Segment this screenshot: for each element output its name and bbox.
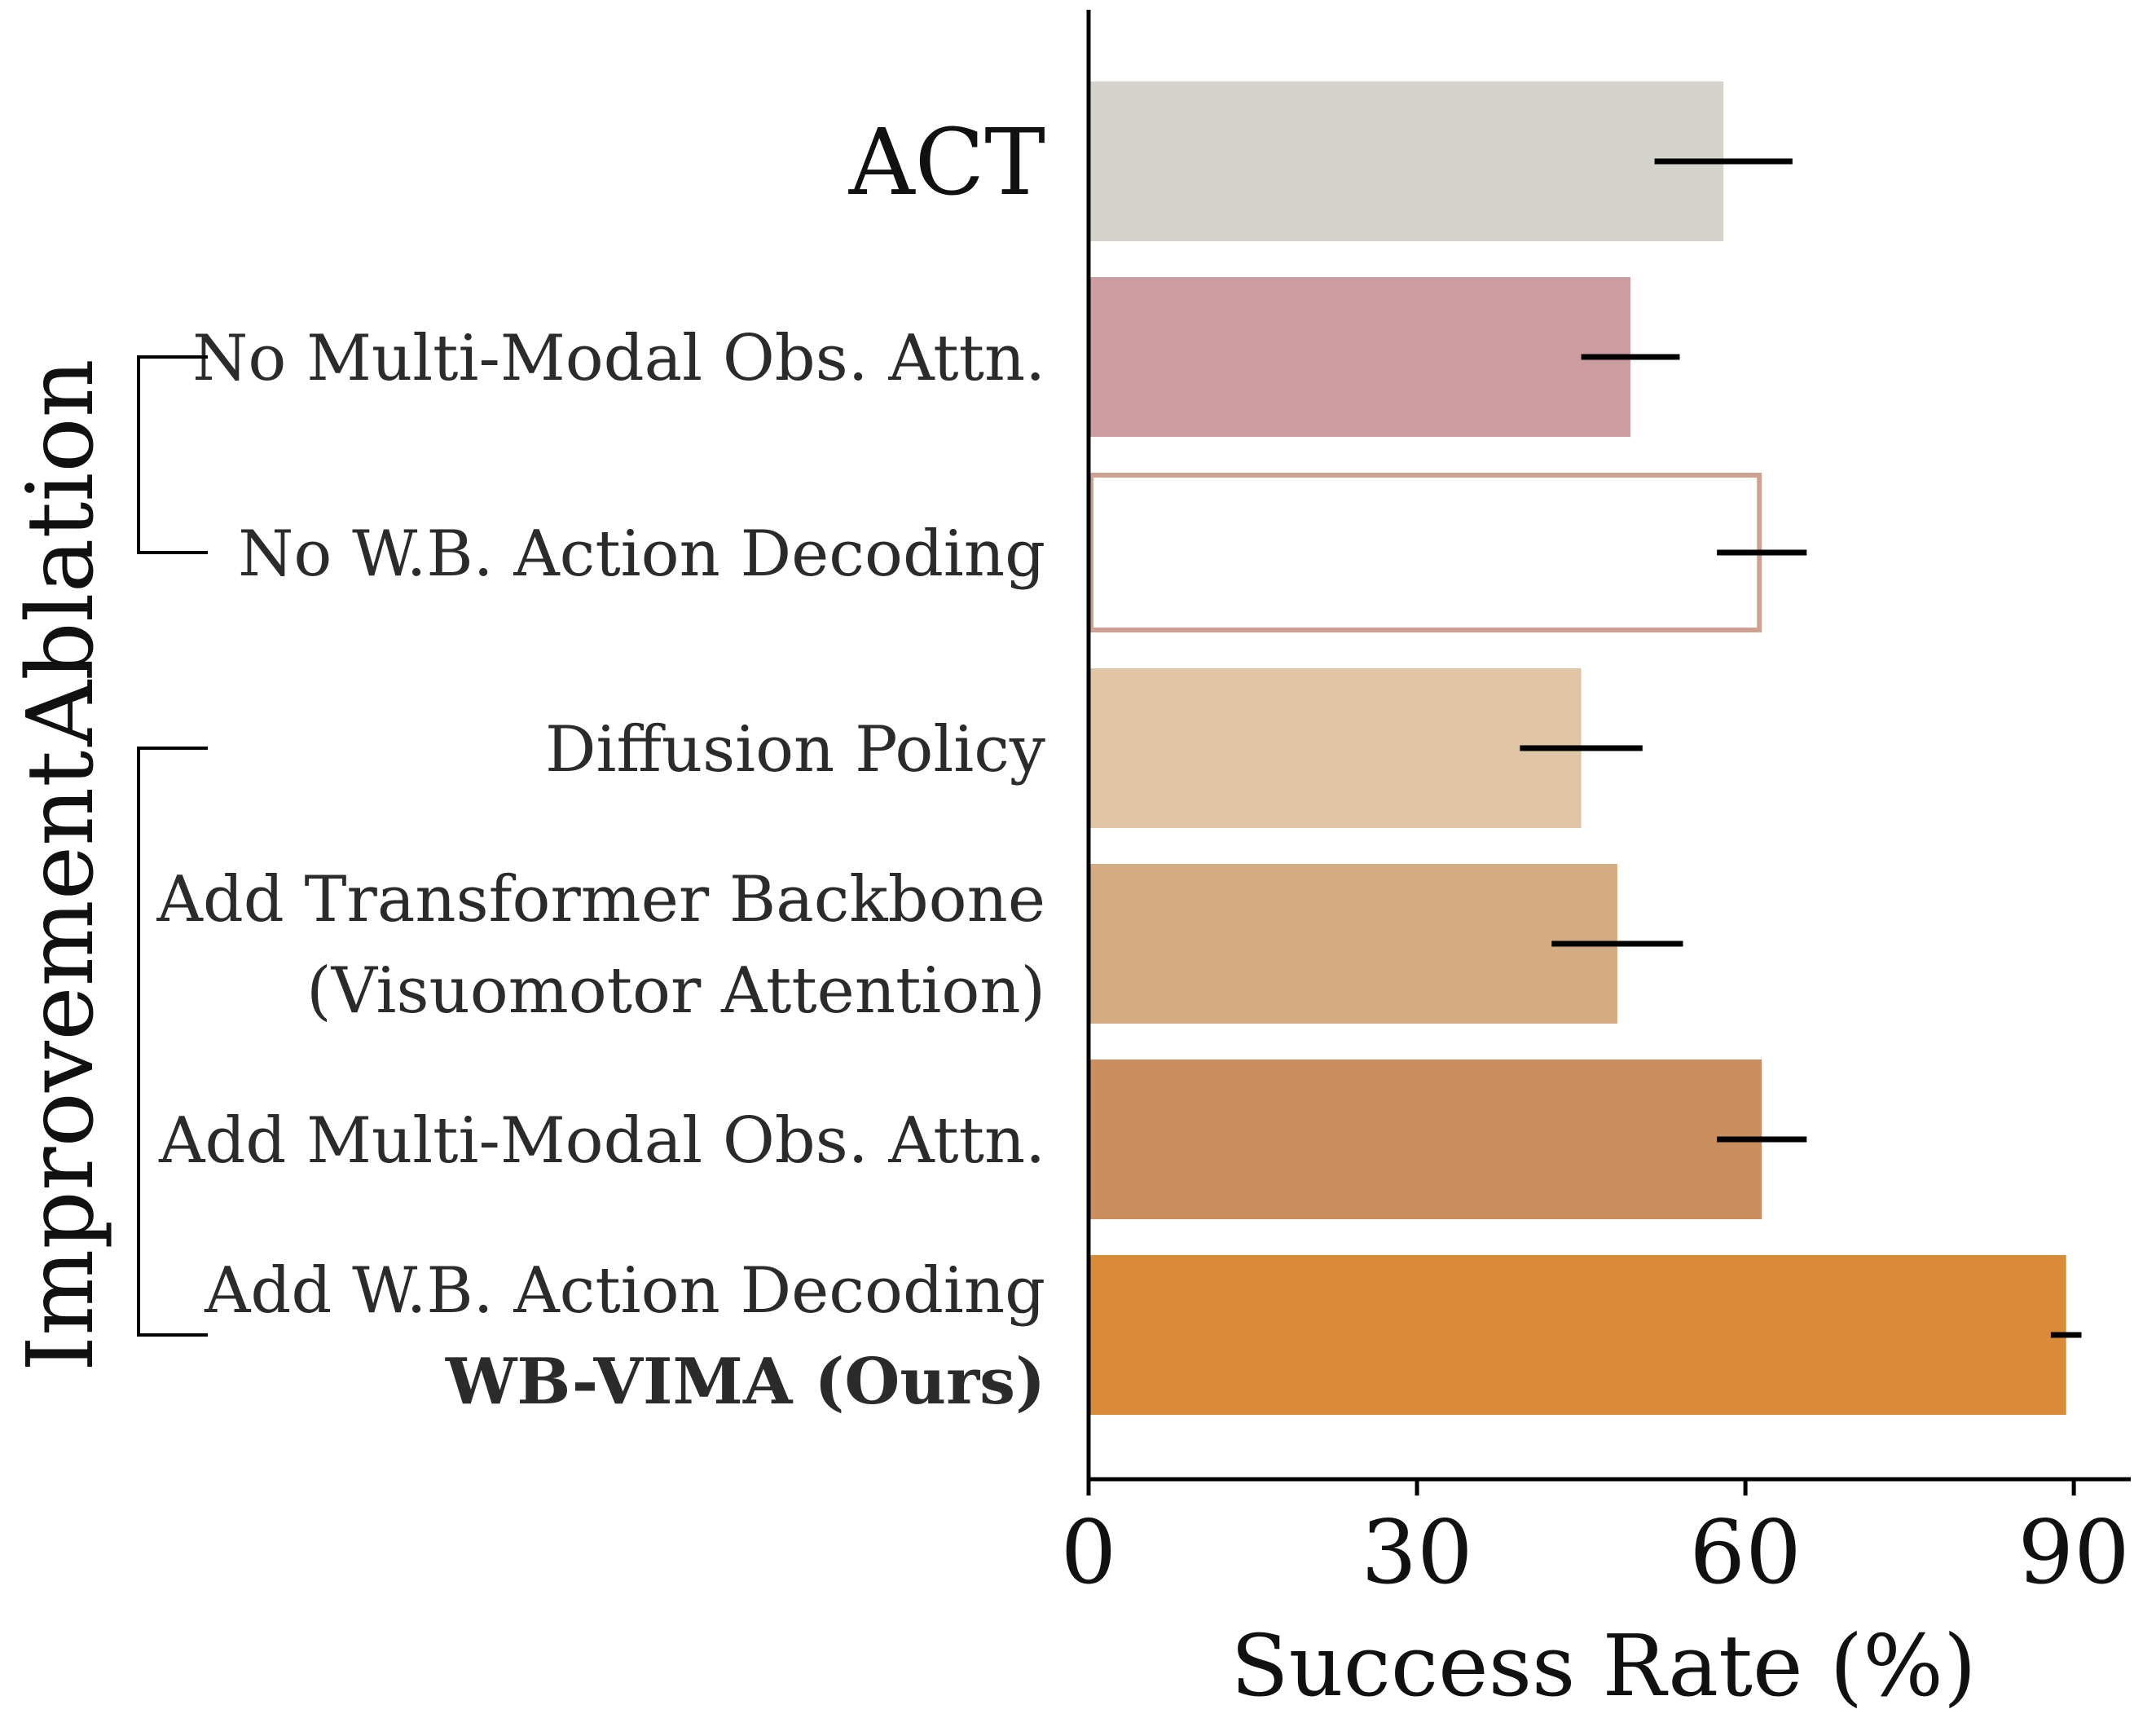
x-tick-label: 60 bbox=[1689, 1502, 1801, 1604]
category-label: (Visuomotor Attention) bbox=[306, 954, 1045, 1028]
category-labels: ACT No Multi-Modal Obs. Attn. No W.B. Acti… bbox=[156, 110, 1045, 1419]
x-tick-label: 30 bbox=[1361, 1502, 1472, 1604]
category-label: No W.B. Action Decoding bbox=[238, 518, 1045, 591]
category-label: Add W.B. Action Decoding bbox=[204, 1254, 1045, 1328]
category-label: ACT bbox=[848, 110, 1045, 216]
x-tick-label: 90 bbox=[2017, 1502, 2129, 1604]
category-label: Add Multi-Modal Obs. Attn. bbox=[158, 1104, 1045, 1178]
bars bbox=[1089, 81, 2066, 1415]
bar bbox=[1089, 1059, 1762, 1219]
bar bbox=[1089, 81, 1724, 241]
group-label: Ablation bbox=[8, 359, 114, 747]
group-bracket bbox=[137, 747, 208, 1337]
category-label: Diffusion Policy bbox=[545, 713, 1045, 786]
bar bbox=[1089, 277, 1631, 437]
error-bars bbox=[1520, 158, 2082, 1338]
axes: 0 30 60 90 bbox=[1061, 10, 2131, 1604]
category-label: No Multi-Modal Obs. Attn. bbox=[192, 322, 1045, 395]
bar bbox=[1089, 1255, 2066, 1415]
x-axis-title: Success Rate (%) bbox=[1230, 1616, 1976, 1716]
x-tick-label: 0 bbox=[1061, 1502, 1117, 1604]
group-bracket bbox=[137, 355, 208, 554]
bar bbox=[1089, 864, 1617, 1024]
bar bbox=[1089, 668, 1582, 828]
category-label: WB-VIMA (Ours) bbox=[445, 1345, 1045, 1419]
category-label: Add Transformer Backbone bbox=[156, 863, 1045, 936]
bar bbox=[1089, 473, 1762, 632]
group-label: Improvement bbox=[8, 751, 114, 1372]
